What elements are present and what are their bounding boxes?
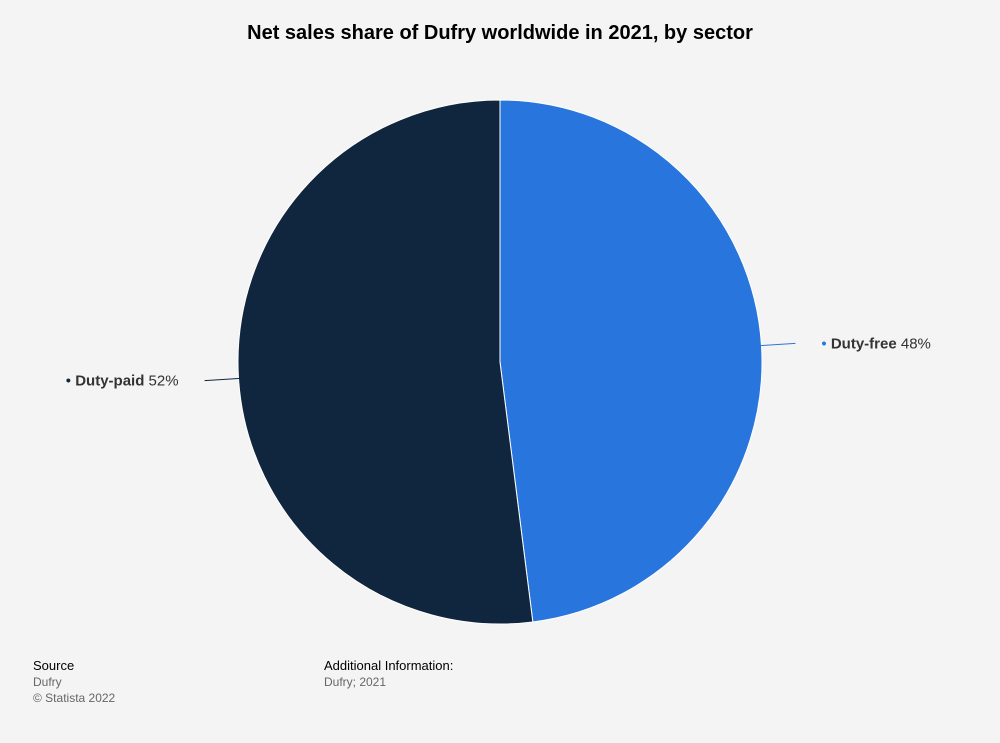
copyright: © Statista 2022 <box>33 691 116 705</box>
additional-info-heading: Additional Information: <box>324 658 454 673</box>
slice-value-duty-free: 48% <box>897 335 931 352</box>
slice-name-duty-free: Duty-free <box>831 335 897 352</box>
pie-slice-duty-free <box>499 99 763 623</box>
slice-label-duty-free: • Duty-free 48% <box>821 335 930 352</box>
label-connector-duty-free <box>759 342 796 347</box>
label-connector-duty-paid <box>204 377 241 382</box>
slice-bullet-duty-free: • <box>821 335 830 352</box>
slice-value-duty-paid: 52% <box>144 373 178 390</box>
additional-info-text: Dufry; 2021 <box>324 675 387 689</box>
additional-info-block: Additional Information: Dufry; 2021 <box>324 658 453 690</box>
pie-slice-duty-paid <box>237 99 534 625</box>
slice-bullet-duty-paid: • <box>66 373 75 390</box>
source-heading: Source <box>33 658 75 673</box>
slice-label-duty-paid: • Duty-paid 52% <box>66 373 179 390</box>
source-block: Source Dufry © Statista 2022 <box>33 658 115 706</box>
chart-title: Net sales share of Dufry worldwide in 20… <box>247 22 753 44</box>
source-name: Dufry <box>33 675 62 689</box>
slice-name-duty-paid: Duty-paid <box>75 373 144 390</box>
